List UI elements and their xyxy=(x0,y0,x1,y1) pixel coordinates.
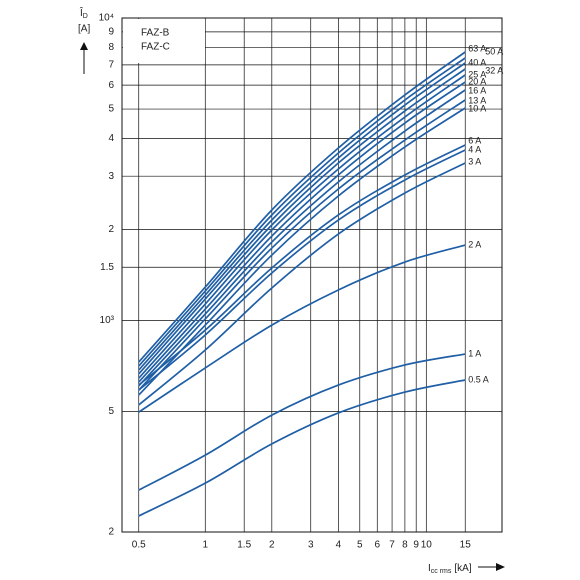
series-label: 16 A xyxy=(468,85,486,95)
y-tick-label: 6 xyxy=(108,80,114,91)
y-tick-label: 10⁴ xyxy=(99,13,114,24)
series-label: 3 A xyxy=(468,156,481,166)
y-label-subscript: D xyxy=(83,13,88,20)
legend-text: FAZ-C xyxy=(141,42,170,53)
curve xyxy=(138,51,466,363)
x-label-subscript: cc rms xyxy=(431,568,452,575)
legend-box xyxy=(123,19,205,63)
legend-text: FAZ-B xyxy=(141,28,170,39)
curve xyxy=(138,144,466,386)
x-tick-label: 4 xyxy=(336,540,342,551)
series-label: 6 A xyxy=(468,135,481,145)
y-axis-label: ÎD xyxy=(79,6,88,20)
x-tick-label: 7 xyxy=(389,540,395,551)
y-tick-label: 2 xyxy=(108,527,114,538)
y-tick-label: 2 xyxy=(108,224,114,235)
y-axis-unit: [A] xyxy=(78,24,90,35)
curve xyxy=(138,62,466,371)
curve xyxy=(138,81,466,383)
y-tick-label: 9 xyxy=(108,26,114,37)
series-label: 2 A xyxy=(468,239,481,249)
series-label: 40 A xyxy=(468,57,486,67)
curve xyxy=(138,107,466,396)
series-label: 25 A xyxy=(468,69,486,79)
x-tick-label: 10 xyxy=(421,540,433,551)
series-label: 32 A xyxy=(485,65,503,75)
x-tick-label: 8 xyxy=(402,540,408,551)
series-label: 50 A xyxy=(485,46,503,56)
curve xyxy=(138,149,466,391)
curve xyxy=(138,89,466,387)
series-label: 4 A xyxy=(468,144,481,154)
x-tick-label: 5 xyxy=(357,540,363,551)
series-label: 10 A xyxy=(468,103,486,113)
x-arrow-head xyxy=(496,563,505,571)
x-tick-label: 9 xyxy=(413,540,419,551)
series-label: 13 A xyxy=(468,95,486,105)
curve xyxy=(138,244,466,413)
y-arrow-head xyxy=(80,42,88,50)
x-tick-label: 3 xyxy=(308,540,314,551)
x-label-unit: [kA] xyxy=(454,563,471,574)
curve xyxy=(138,57,466,367)
x-tick-label: 6 xyxy=(374,540,380,551)
series-label: 0.5 A xyxy=(468,374,489,384)
series-label: 63 A xyxy=(468,43,486,53)
y-tick-label: 8 xyxy=(108,42,114,53)
x-label-symbol: I xyxy=(428,563,431,574)
y-tick-label: 3 xyxy=(108,171,114,182)
y-tick-label: 1.5 xyxy=(100,262,114,273)
curve xyxy=(138,99,466,391)
series-label: 1 A xyxy=(468,348,481,358)
x-tick-label: 2 xyxy=(269,540,275,551)
curve xyxy=(138,68,466,375)
x-tick-label: 1 xyxy=(202,540,208,551)
x-tick-label: 0.5 xyxy=(132,540,146,551)
y-tick-label: 10³ xyxy=(100,315,115,326)
plot-frame xyxy=(121,17,503,533)
x-axis-label: Icc rms [kA] xyxy=(428,563,472,575)
series-label: 20 A xyxy=(468,76,486,86)
y-tick-label: 5 xyxy=(108,406,114,417)
curve xyxy=(138,162,466,406)
curve xyxy=(138,74,466,379)
curve xyxy=(138,379,466,517)
curve xyxy=(138,353,466,491)
y-tick-label: 4 xyxy=(108,133,114,144)
curves xyxy=(138,51,466,517)
y-label-symbol: Î xyxy=(79,6,84,19)
y-tick-label: 7 xyxy=(108,60,114,71)
x-tick-label: 15 xyxy=(460,540,472,551)
y-tick-label: 5 xyxy=(108,104,114,115)
x-tick-label: 1.5 xyxy=(237,540,251,551)
